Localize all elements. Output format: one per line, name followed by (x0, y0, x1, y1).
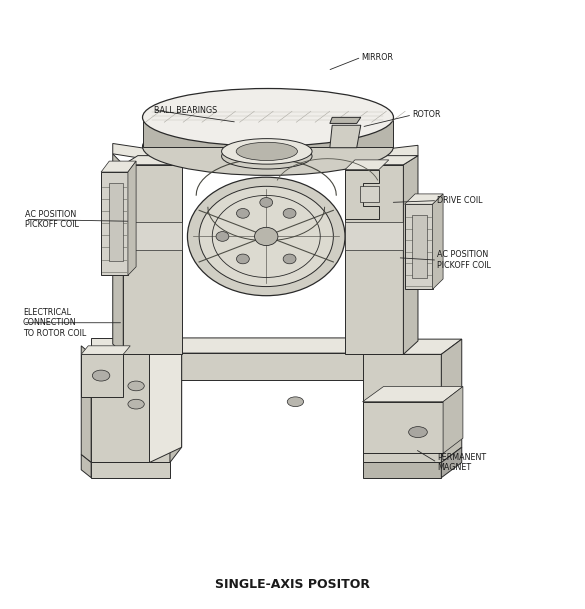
Polygon shape (360, 186, 379, 202)
Polygon shape (363, 354, 441, 462)
Polygon shape (405, 194, 443, 204)
Polygon shape (345, 222, 404, 250)
Polygon shape (123, 222, 181, 250)
Text: ELECTRICAL
CONNECTION
TO ROTOR COIL: ELECTRICAL CONNECTION TO ROTOR COIL (23, 308, 86, 337)
Polygon shape (101, 172, 128, 275)
Polygon shape (150, 353, 386, 381)
Polygon shape (443, 387, 463, 453)
Ellipse shape (128, 400, 144, 409)
Polygon shape (441, 339, 462, 462)
Polygon shape (363, 402, 443, 453)
Ellipse shape (128, 381, 144, 391)
Polygon shape (123, 165, 181, 354)
Ellipse shape (222, 139, 312, 164)
Text: AC POSITION
PICKOFF COIL: AC POSITION PICKOFF COIL (437, 250, 491, 270)
Polygon shape (386, 338, 407, 381)
Polygon shape (441, 447, 462, 477)
Polygon shape (123, 156, 418, 165)
Polygon shape (330, 118, 361, 124)
Polygon shape (170, 354, 181, 462)
Polygon shape (363, 462, 441, 477)
Text: SINGLE-AXIS POSITOR: SINGLE-AXIS POSITOR (215, 577, 370, 591)
Polygon shape (81, 346, 130, 354)
Text: PERMANENT
MAGNET: PERMANENT MAGNET (437, 452, 486, 472)
Polygon shape (405, 204, 432, 289)
Polygon shape (81, 454, 91, 477)
Text: BALL BEARINGS: BALL BEARINGS (154, 105, 217, 114)
Ellipse shape (216, 231, 229, 241)
Polygon shape (150, 354, 181, 462)
Ellipse shape (92, 370, 110, 381)
Ellipse shape (287, 397, 304, 407)
Polygon shape (109, 183, 123, 261)
Polygon shape (345, 160, 389, 170)
Polygon shape (101, 161, 136, 172)
Ellipse shape (222, 144, 312, 169)
Polygon shape (404, 156, 418, 354)
Polygon shape (363, 339, 462, 354)
Polygon shape (143, 119, 394, 147)
Polygon shape (432, 194, 443, 289)
Polygon shape (113, 154, 123, 354)
Ellipse shape (409, 427, 427, 438)
Ellipse shape (187, 177, 345, 296)
Polygon shape (345, 170, 379, 219)
Polygon shape (91, 462, 170, 477)
Polygon shape (91, 338, 170, 354)
Polygon shape (363, 387, 463, 402)
Polygon shape (91, 354, 170, 462)
Ellipse shape (236, 208, 249, 218)
Ellipse shape (143, 118, 394, 175)
Ellipse shape (236, 254, 249, 264)
Text: DRIVE COIL: DRIVE COIL (437, 196, 483, 205)
Polygon shape (345, 165, 404, 354)
Ellipse shape (260, 197, 273, 207)
Ellipse shape (254, 227, 278, 245)
Polygon shape (81, 346, 91, 462)
Polygon shape (345, 146, 418, 165)
Ellipse shape (236, 143, 297, 161)
Text: AC POSITION
PICKOFF COIL: AC POSITION PICKOFF COIL (25, 209, 79, 229)
Ellipse shape (199, 186, 333, 287)
Polygon shape (150, 338, 407, 353)
Polygon shape (81, 354, 123, 397)
Ellipse shape (283, 208, 296, 218)
Text: MIRROR: MIRROR (362, 53, 393, 62)
Text: ROTOR: ROTOR (412, 110, 441, 119)
Polygon shape (412, 214, 426, 278)
Ellipse shape (143, 88, 394, 146)
Polygon shape (330, 125, 361, 148)
Polygon shape (113, 144, 181, 165)
Polygon shape (128, 161, 136, 275)
Ellipse shape (283, 254, 296, 264)
